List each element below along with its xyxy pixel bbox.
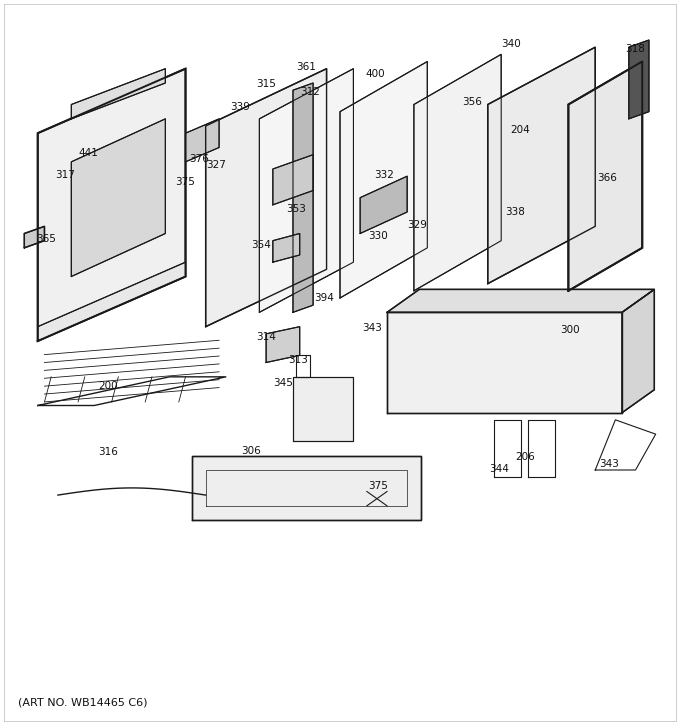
Text: 332: 332 [374,170,394,180]
Polygon shape [568,62,642,291]
Text: 354: 354 [252,240,271,250]
Text: 343: 343 [362,323,382,333]
Text: 206: 206 [515,452,534,462]
Polygon shape [71,69,165,119]
Text: 204: 204 [510,125,530,136]
Polygon shape [24,226,44,248]
Text: 353: 353 [286,204,306,214]
Text: 343: 343 [598,459,619,469]
Text: 314: 314 [256,332,276,341]
Polygon shape [488,47,595,283]
Polygon shape [387,312,622,413]
Text: 313: 313 [288,355,308,365]
Polygon shape [360,176,407,233]
Text: 318: 318 [626,44,645,54]
Text: 344: 344 [489,464,509,474]
Polygon shape [273,154,313,205]
Text: 300: 300 [560,326,579,335]
Text: 200: 200 [99,381,118,392]
Polygon shape [293,83,313,312]
Text: 317: 317 [54,170,75,180]
Text: 356: 356 [462,96,481,107]
Text: 338: 338 [505,207,524,217]
Text: 366: 366 [598,173,617,183]
Text: 361: 361 [296,62,316,72]
Polygon shape [38,69,186,341]
Polygon shape [186,119,219,162]
Text: 316: 316 [99,447,118,457]
Polygon shape [629,40,649,119]
Text: 394: 394 [314,293,334,303]
Text: 345: 345 [273,378,293,388]
Text: 315: 315 [256,80,276,89]
Text: 365: 365 [36,234,56,244]
Text: 339: 339 [231,102,250,112]
Text: 327: 327 [207,160,226,170]
Text: 441: 441 [78,147,98,157]
Polygon shape [259,69,354,312]
Text: 375: 375 [369,481,388,491]
Polygon shape [293,377,354,442]
Text: 376: 376 [189,154,209,164]
Text: 400: 400 [366,69,386,79]
Text: 330: 330 [368,231,388,241]
Polygon shape [414,54,501,291]
Polygon shape [38,262,186,341]
Text: 306: 306 [241,446,261,455]
Text: (ART NO. WB14465 C6): (ART NO. WB14465 C6) [18,698,147,708]
Polygon shape [340,62,427,298]
Text: 375: 375 [175,177,195,187]
Polygon shape [71,119,165,276]
Polygon shape [192,456,421,520]
Polygon shape [266,327,300,362]
Polygon shape [273,233,300,262]
Text: 329: 329 [407,220,427,230]
Polygon shape [205,69,326,327]
Polygon shape [622,289,654,413]
Text: 340: 340 [501,39,521,49]
Polygon shape [387,289,654,312]
Text: 312: 312 [301,86,320,96]
